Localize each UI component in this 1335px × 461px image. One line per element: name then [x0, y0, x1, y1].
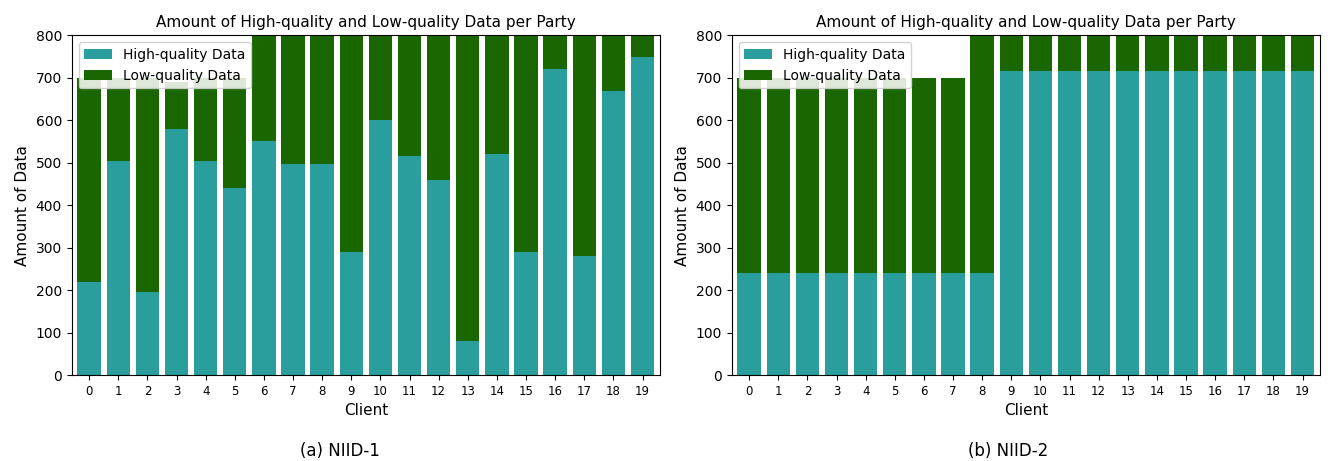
- Bar: [311, 35, 334, 164]
- Bar: [1291, 35, 1314, 71]
- Bar: [573, 35, 595, 256]
- Bar: [1145, 71, 1168, 375]
- Legend: High-quality Data, Low-quality Data: High-quality Data, Low-quality Data: [738, 42, 910, 89]
- Bar: [427, 180, 450, 375]
- Bar: [1203, 35, 1227, 71]
- Bar: [1000, 71, 1023, 375]
- Bar: [457, 341, 479, 375]
- Bar: [1232, 35, 1256, 71]
- Bar: [1087, 71, 1111, 375]
- Bar: [854, 273, 877, 375]
- Bar: [1057, 71, 1081, 375]
- Bar: [543, 69, 567, 375]
- Bar: [912, 78, 936, 273]
- Bar: [796, 78, 820, 273]
- Bar: [136, 292, 159, 375]
- Bar: [1029, 71, 1052, 375]
- Bar: [766, 273, 790, 375]
- Bar: [1116, 71, 1139, 375]
- X-axis label: Client: Client: [1004, 403, 1048, 418]
- Bar: [398, 35, 421, 156]
- Bar: [1000, 35, 1023, 71]
- Bar: [223, 78, 247, 188]
- Bar: [825, 273, 848, 375]
- Bar: [631, 35, 654, 57]
- Bar: [282, 35, 304, 164]
- Bar: [77, 78, 100, 282]
- Bar: [223, 188, 247, 375]
- Title: Amount of High-quality and Low-quality Data per Party: Amount of High-quality and Low-quality D…: [156, 15, 575, 30]
- Bar: [796, 273, 820, 375]
- Bar: [427, 35, 450, 180]
- Bar: [107, 78, 129, 160]
- Bar: [457, 35, 479, 341]
- Bar: [339, 35, 363, 252]
- Bar: [1145, 35, 1168, 71]
- Y-axis label: Amount of Data: Amount of Data: [15, 145, 29, 266]
- Bar: [1291, 71, 1314, 375]
- Bar: [1057, 35, 1081, 71]
- Bar: [1262, 71, 1286, 375]
- Title: Amount of High-quality and Low-quality Data per Party: Amount of High-quality and Low-quality D…: [816, 15, 1236, 30]
- Bar: [514, 35, 538, 252]
- Bar: [737, 273, 761, 375]
- Bar: [368, 35, 392, 120]
- X-axis label: Client: Client: [343, 403, 388, 418]
- Bar: [941, 273, 965, 375]
- Bar: [1029, 35, 1052, 71]
- Bar: [971, 273, 993, 375]
- Bar: [1262, 35, 1286, 71]
- Bar: [164, 129, 188, 375]
- Bar: [252, 35, 275, 142]
- Bar: [825, 78, 848, 273]
- Bar: [136, 78, 159, 292]
- Bar: [602, 35, 625, 90]
- Bar: [971, 35, 993, 273]
- Bar: [339, 252, 363, 375]
- Bar: [398, 156, 421, 375]
- Bar: [1087, 35, 1111, 71]
- Bar: [543, 35, 567, 69]
- Bar: [252, 142, 275, 375]
- Bar: [485, 35, 509, 154]
- Bar: [631, 57, 654, 375]
- Bar: [514, 252, 538, 375]
- Bar: [107, 160, 129, 375]
- Bar: [737, 78, 761, 273]
- Bar: [194, 78, 218, 160]
- Bar: [282, 164, 304, 375]
- Bar: [368, 120, 392, 375]
- Bar: [884, 78, 906, 273]
- Bar: [1175, 71, 1197, 375]
- Bar: [854, 78, 877, 273]
- Bar: [884, 273, 906, 375]
- Bar: [485, 154, 509, 375]
- Bar: [194, 160, 218, 375]
- Y-axis label: Amount of Data: Amount of Data: [676, 145, 690, 266]
- Text: (a) NIID-1: (a) NIID-1: [300, 443, 380, 461]
- Bar: [573, 256, 595, 375]
- Legend: High-quality Data, Low-quality Data: High-quality Data, Low-quality Data: [79, 42, 251, 89]
- Bar: [311, 164, 334, 375]
- Bar: [77, 282, 100, 375]
- Bar: [766, 78, 790, 273]
- Bar: [602, 90, 625, 375]
- Bar: [941, 78, 965, 273]
- Bar: [1116, 35, 1139, 71]
- Bar: [1232, 71, 1256, 375]
- Bar: [912, 273, 936, 375]
- Bar: [1175, 35, 1197, 71]
- Bar: [164, 82, 188, 129]
- Text: (b) NIID-2: (b) NIID-2: [968, 443, 1048, 461]
- Bar: [1203, 71, 1227, 375]
